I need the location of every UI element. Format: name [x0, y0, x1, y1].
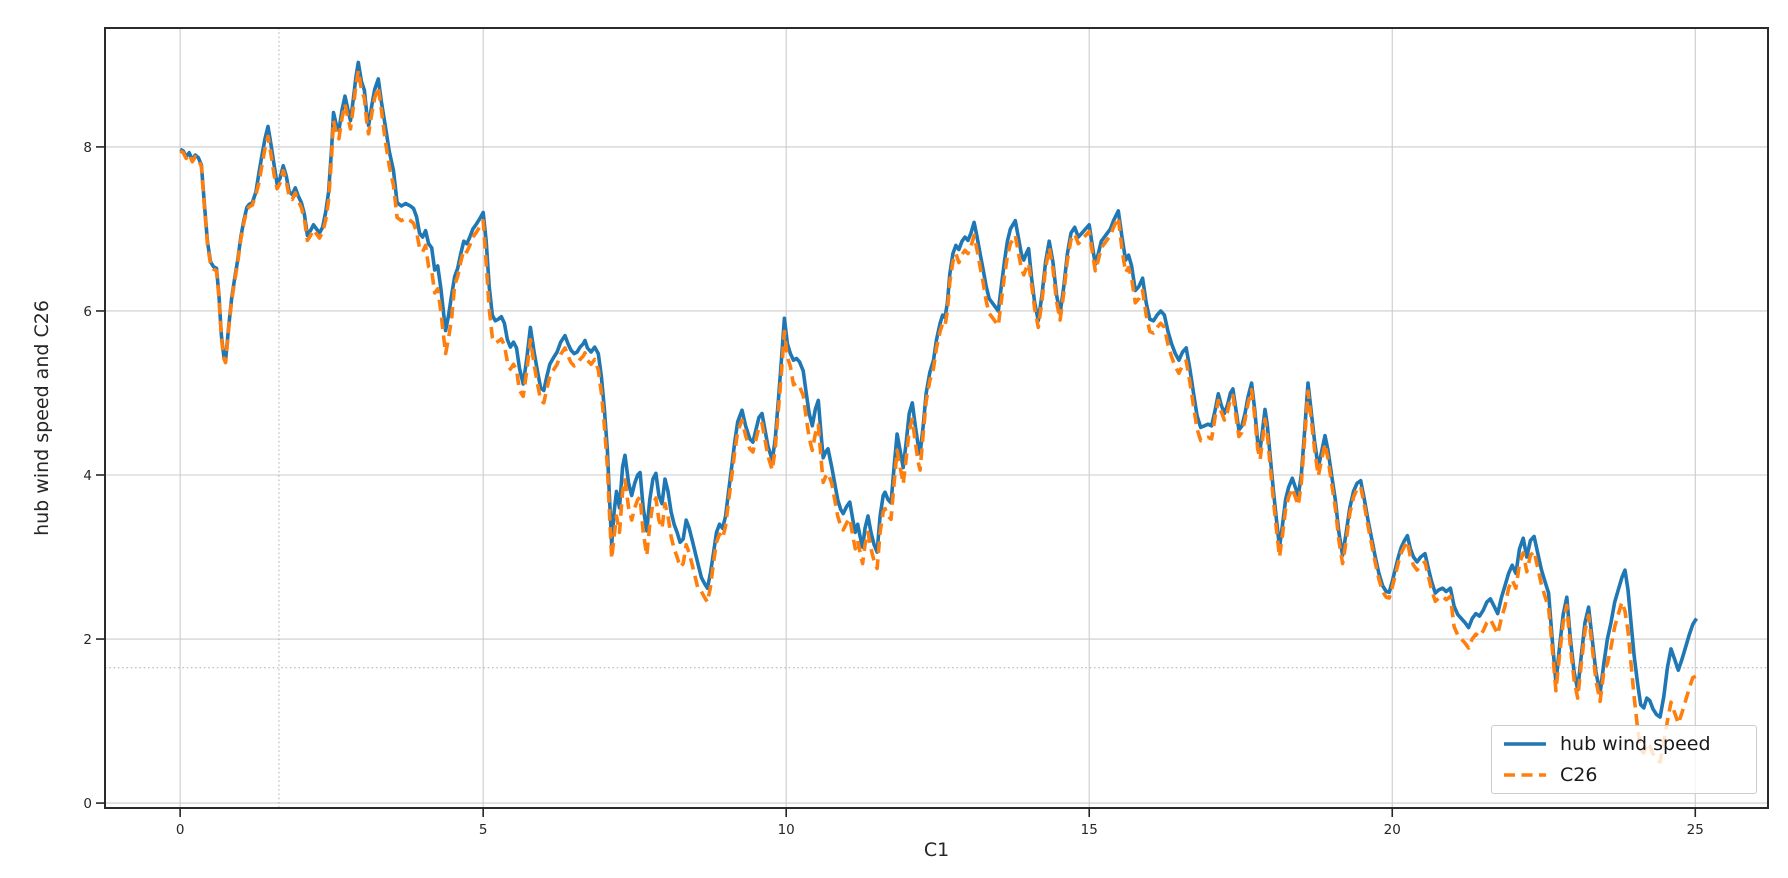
legend-entry-c26: C26: [1502, 761, 1746, 789]
y-tick-label-4: 4: [83, 468, 92, 484]
y-tick-label-2: 2: [83, 632, 92, 648]
x-tick-label-0: 0: [176, 822, 185, 838]
x-axis-label: C1: [923, 839, 950, 861]
series-line-hub-wind-speed: [179, 60, 1699, 719]
plot-border-spines: [104, 27, 1769, 809]
y-tick-label-0: 0: [83, 796, 92, 812]
legend: hub wind speed C26: [1491, 725, 1757, 794]
x-tick-label-20: 20: [1384, 822, 1401, 838]
series-line-c26: [179, 68, 1698, 764]
y-tick-label-6: 6: [83, 304, 92, 320]
legend-entry-hub-wind-speed: hub wind speed: [1502, 730, 1746, 758]
y-tick-label-8: 8: [83, 140, 92, 156]
legend-line-dashed-icon: [1504, 773, 1546, 777]
x-tick-label-15: 15: [1081, 822, 1098, 838]
x-tick-label-5: 5: [479, 822, 488, 838]
x-tick-label-25: 25: [1687, 822, 1704, 838]
legend-line-solid-icon: [1504, 742, 1546, 746]
x-tick-label-10: 10: [778, 822, 795, 838]
legend-label-c26: C26: [1560, 763, 1598, 786]
y-axis-label: hub wind speed and C26: [31, 300, 53, 536]
legend-label-hub-wind-speed: hub wind speed: [1560, 732, 1711, 755]
